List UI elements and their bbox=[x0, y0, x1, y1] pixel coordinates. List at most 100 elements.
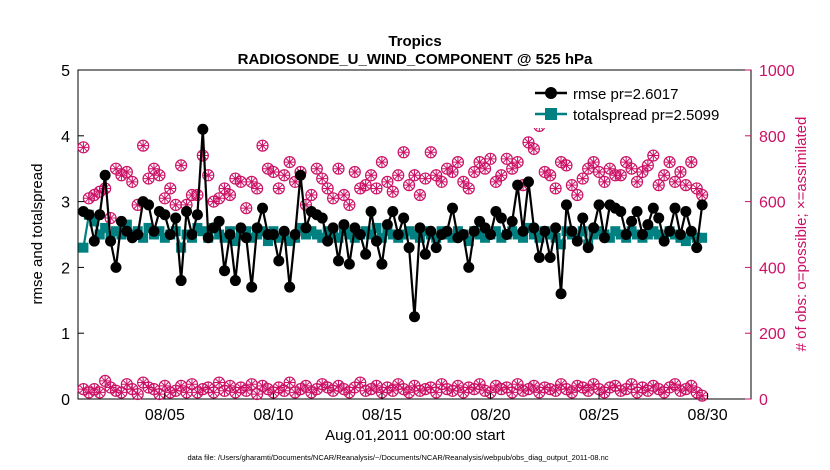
totalspread-point bbox=[300, 229, 311, 240]
obs-count-low-marker bbox=[354, 376, 367, 389]
rmse-point bbox=[354, 229, 366, 240]
obs-count-high-marker bbox=[658, 169, 671, 182]
rmse-point bbox=[598, 232, 610, 244]
rmse-point bbox=[403, 242, 415, 254]
totalspread-point bbox=[371, 222, 382, 233]
obs-count-high-marker bbox=[576, 172, 589, 185]
obs-count-high-marker bbox=[120, 165, 133, 179]
rmse-point bbox=[88, 235, 100, 247]
obs-count-high-marker bbox=[251, 182, 264, 195]
rmse-point bbox=[446, 202, 458, 214]
obs-count-high-marker bbox=[137, 139, 150, 152]
obs-count-high-marker bbox=[316, 172, 329, 185]
obs-count-high-marker bbox=[413, 188, 427, 202]
obs-count-high-marker bbox=[549, 182, 562, 195]
rmse-point bbox=[550, 222, 562, 234]
rmse-point bbox=[316, 212, 328, 224]
rmse-point bbox=[229, 275, 241, 287]
x-tick-label: 08/05 bbox=[145, 407, 185, 424]
legend-rmse-marker bbox=[545, 87, 557, 99]
obs-count-high-marker bbox=[446, 165, 459, 179]
rmse-point bbox=[642, 219, 654, 231]
obs-count-low-marker bbox=[506, 386, 519, 399]
obs-count-high-marker bbox=[408, 169, 421, 182]
rmse-point bbox=[257, 202, 269, 214]
obs-count-low-marker bbox=[180, 386, 193, 399]
rmse-point bbox=[327, 222, 339, 234]
rmse-point bbox=[631, 205, 643, 217]
rmse-point bbox=[289, 229, 301, 240]
obs-count-low-marker bbox=[115, 386, 128, 399]
rmse-point bbox=[115, 215, 127, 227]
rmse-point bbox=[522, 176, 534, 188]
rmse-point bbox=[371, 235, 383, 247]
obs-count-high-marker bbox=[256, 139, 269, 152]
rmse-point bbox=[132, 229, 144, 240]
rmse-point bbox=[647, 202, 659, 214]
obs-count-high-marker bbox=[500, 152, 513, 165]
obs-count-high-marker bbox=[668, 175, 682, 188]
obs-count-high-marker bbox=[153, 169, 166, 182]
obs-count-high-marker bbox=[527, 142, 541, 156]
totalspread-point bbox=[306, 226, 317, 237]
totalspread-point bbox=[100, 222, 111, 233]
rmse-point bbox=[566, 225, 578, 237]
obs-count-high-marker bbox=[392, 169, 405, 182]
totalspread-point bbox=[78, 242, 89, 253]
rmse-point bbox=[555, 288, 567, 300]
totalspread-point bbox=[577, 226, 588, 237]
totalspread-point bbox=[594, 226, 605, 237]
totalspread-point bbox=[463, 236, 474, 247]
rmse-point bbox=[615, 205, 627, 217]
obs-count-high-marker bbox=[592, 165, 606, 179]
totalspread-point bbox=[89, 216, 100, 227]
totalspread-point bbox=[333, 232, 344, 243]
totalspread-point bbox=[273, 232, 284, 243]
rmse-point bbox=[512, 179, 524, 191]
rmse-point bbox=[593, 199, 605, 211]
rmse-point bbox=[284, 281, 296, 293]
rmse-point bbox=[696, 199, 708, 211]
obs-count-high-marker bbox=[370, 182, 383, 195]
x-axis: 08/05 08/10 08/15 08/20 08/25 08/30 bbox=[145, 393, 728, 424]
rmse-point bbox=[240, 232, 252, 244]
rmse-point bbox=[381, 219, 393, 231]
legend-totalspread-marker bbox=[545, 108, 557, 120]
legend: rmse pr=2.6017 totalspread pr=2.5099 bbox=[527, 80, 742, 128]
obs-count-low-marker bbox=[185, 378, 199, 391]
totalspread-point bbox=[556, 239, 567, 250]
obs-count-high-marker bbox=[495, 169, 508, 182]
totalspread-point bbox=[534, 232, 545, 243]
rmse-point bbox=[658, 235, 670, 247]
obs-count-high-marker bbox=[234, 175, 247, 188]
obs-count-low-marker bbox=[207, 386, 220, 399]
rmse-point bbox=[175, 275, 187, 287]
rmse-point bbox=[560, 199, 572, 211]
obs-count-low-marker bbox=[283, 376, 296, 389]
obs-count-low-marker bbox=[430, 386, 443, 399]
obs-count-high-marker bbox=[196, 149, 209, 162]
totalspread-point bbox=[452, 226, 463, 237]
rmse-point bbox=[186, 229, 198, 240]
rmse-point bbox=[674, 229, 686, 240]
rmse-point bbox=[463, 261, 475, 273]
obs-count-high-marker bbox=[614, 169, 627, 182]
obs-count-high-marker bbox=[560, 159, 573, 172]
totalspread-point bbox=[697, 232, 708, 243]
totalspread-point bbox=[197, 226, 208, 237]
totalspread-point bbox=[241, 226, 252, 237]
x-tick-label: 08/25 bbox=[579, 407, 619, 424]
obs-count-high-marker bbox=[451, 156, 465, 169]
totalspread-point bbox=[349, 232, 360, 243]
obs-count-high-marker bbox=[272, 182, 285, 195]
obs-count-low-marker bbox=[131, 387, 144, 401]
obs-count-high-marker bbox=[175, 159, 188, 172]
obs-count-high-marker bbox=[565, 179, 578, 192]
totalspread-point bbox=[360, 226, 371, 237]
obs-low-group bbox=[77, 374, 709, 402]
rmse-point bbox=[414, 222, 426, 234]
obs-count-high-marker bbox=[571, 188, 584, 202]
totalspread-point bbox=[219, 232, 230, 243]
rmse-point bbox=[164, 229, 176, 240]
totalspread-point bbox=[322, 226, 333, 237]
